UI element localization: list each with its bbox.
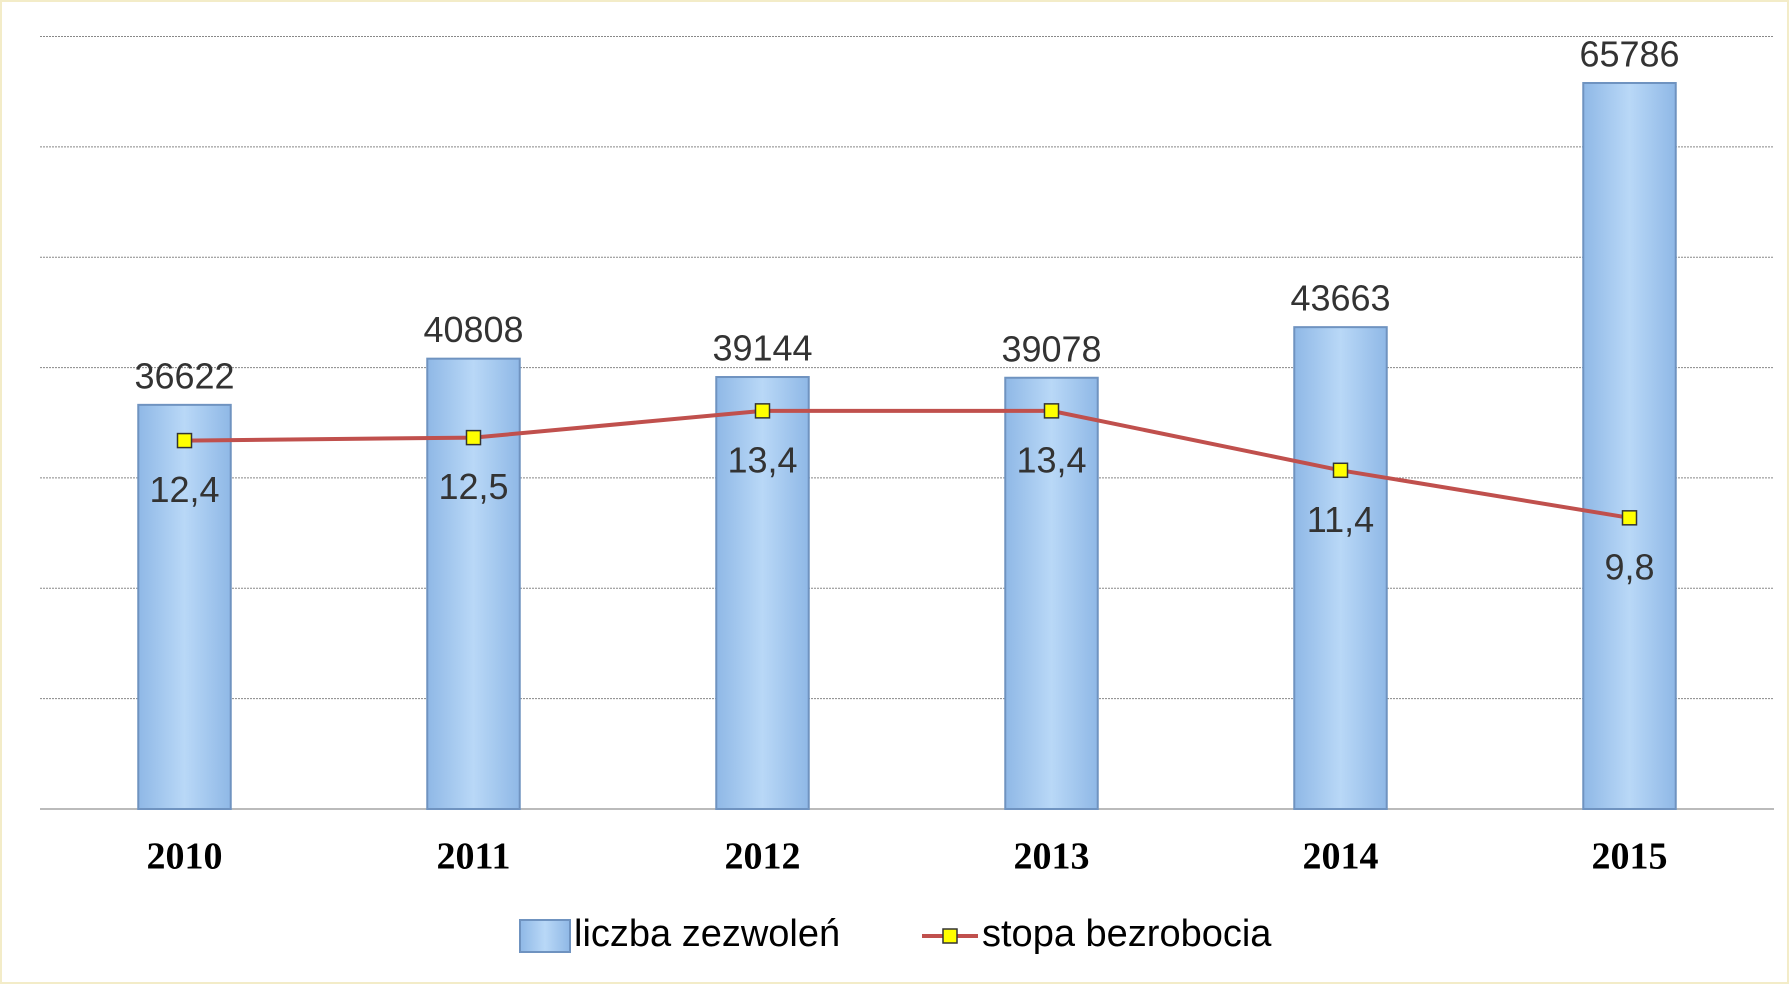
line-marker bbox=[465, 429, 482, 446]
line-value-label: 13,4 bbox=[727, 439, 797, 480]
legend-marker bbox=[942, 928, 958, 944]
x-tick-label: 2013 bbox=[1014, 836, 1090, 878]
bar bbox=[1293, 326, 1388, 810]
line-value-label: 12,4 bbox=[149, 469, 219, 510]
line-marker bbox=[1043, 403, 1060, 419]
line-value-label: 12,5 bbox=[438, 466, 508, 507]
bar-value-label: 39078 bbox=[1001, 328, 1101, 369]
bar-value-label: 40808 bbox=[423, 309, 523, 350]
bar bbox=[137, 403, 232, 810]
x-tick-label: 2015 bbox=[1592, 836, 1668, 878]
bar bbox=[1004, 376, 1099, 810]
line-marker bbox=[754, 403, 771, 419]
line bbox=[184, 408, 1630, 520]
line-marker bbox=[1621, 510, 1638, 526]
line-value-label: 13,4 bbox=[1016, 439, 1086, 480]
legend-swatch bbox=[519, 919, 571, 953]
bar-value-label: 36622 bbox=[134, 355, 234, 396]
x-tick-label: 2012 bbox=[725, 836, 801, 878]
legend-label: liczba zezwoleń bbox=[574, 913, 840, 955]
bar-value-label: 65786 bbox=[1579, 34, 1679, 75]
x-tick-label: 2011 bbox=[437, 836, 511, 878]
bar bbox=[715, 376, 810, 810]
line-value-label: 11,4 bbox=[1307, 499, 1374, 540]
legend-label: stopa bezrobocia bbox=[982, 913, 1272, 955]
line-marker bbox=[176, 432, 193, 449]
bar-value-label: 39144 bbox=[712, 328, 812, 369]
line-marker bbox=[1332, 462, 1349, 479]
line-value-label: 9,8 bbox=[1604, 546, 1654, 587]
x-tick-label: 2010 bbox=[147, 836, 223, 878]
bar-value-label: 43663 bbox=[1290, 278, 1390, 319]
bar bbox=[426, 357, 521, 810]
bar bbox=[1582, 82, 1677, 810]
x-tick-label: 2014 bbox=[1303, 836, 1379, 878]
